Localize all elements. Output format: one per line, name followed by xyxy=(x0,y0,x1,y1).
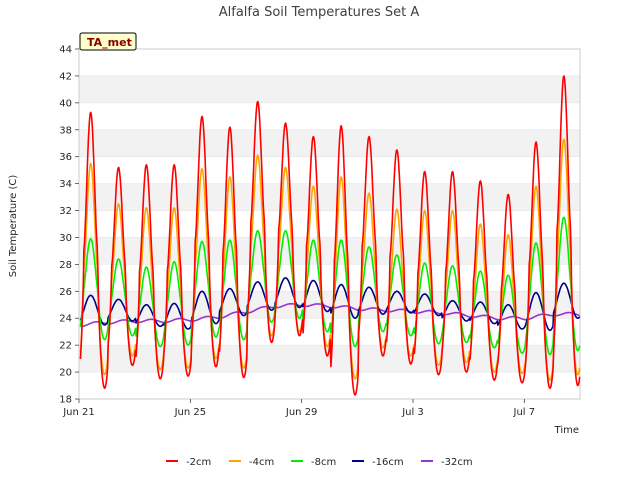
y-tick-label: 34 xyxy=(59,179,72,190)
y-tick-label: 26 xyxy=(59,287,72,298)
x-tick-label: Jul 3 xyxy=(401,407,424,418)
station-badge: TA_met xyxy=(79,32,137,51)
series-line-minus-8cm xyxy=(79,216,581,356)
y-tick-label: 40 xyxy=(59,98,72,109)
grid-band xyxy=(79,75,580,103)
legend-entry-label: -2cm xyxy=(186,457,211,468)
y-axis-title: Soil Temperature (C) xyxy=(8,175,19,278)
y-tick-label: 42 xyxy=(59,71,72,82)
x-tick-label: Jun 25 xyxy=(174,407,207,418)
grid-band xyxy=(79,183,580,211)
grid-band xyxy=(79,291,580,319)
series-lines xyxy=(79,75,581,396)
y-tick-label: 30 xyxy=(59,233,72,244)
station-badge-box xyxy=(79,32,137,51)
y-tick-label: 44 xyxy=(59,45,72,56)
x-axis-ticks: Jun 21 Jun 25 Jun 29 Jul 3 Jul 7 xyxy=(62,399,535,418)
y-tick-label: 20 xyxy=(59,368,72,379)
grid-bands xyxy=(79,48,580,400)
series-line-minus-2cm xyxy=(79,75,581,396)
legend-entry-label: -4cm xyxy=(249,457,274,468)
y-tick-label: 24 xyxy=(59,314,72,325)
legend: -2cm -4cm -8cm -16cm -32cm xyxy=(166,457,473,468)
y-axis-ticks: 18 20 22 24 26 28 30 32 34 36 38 40 42 44 xyxy=(59,45,79,406)
plot-border xyxy=(78,48,581,400)
y-tick-label: 36 xyxy=(59,152,72,163)
grid-band xyxy=(79,237,580,265)
y-tick-label: 22 xyxy=(59,341,72,352)
grid-band xyxy=(79,129,580,157)
y-tick-label: 28 xyxy=(59,260,72,271)
legend-entry-label: -32cm xyxy=(441,457,473,468)
series-line-minus-16cm xyxy=(79,277,581,332)
chart-title: Alfalfa Soil Temperatures Set A xyxy=(219,5,420,20)
x-tick-label: Jun 21 xyxy=(62,407,95,418)
y-tick-label: 38 xyxy=(59,125,72,136)
x-axis-title: Time xyxy=(554,425,579,436)
x-tick-label: Jun 29 xyxy=(285,407,318,418)
station-label: TA_met xyxy=(87,36,132,49)
legend-entry-label: -16cm xyxy=(372,457,404,468)
x-tick-label: Jul 7 xyxy=(513,407,536,418)
plot-frame xyxy=(78,48,581,400)
y-tick-label: 18 xyxy=(59,395,72,406)
y-tick-label: 32 xyxy=(59,206,72,217)
legend-entry-label: -8cm xyxy=(311,457,336,468)
